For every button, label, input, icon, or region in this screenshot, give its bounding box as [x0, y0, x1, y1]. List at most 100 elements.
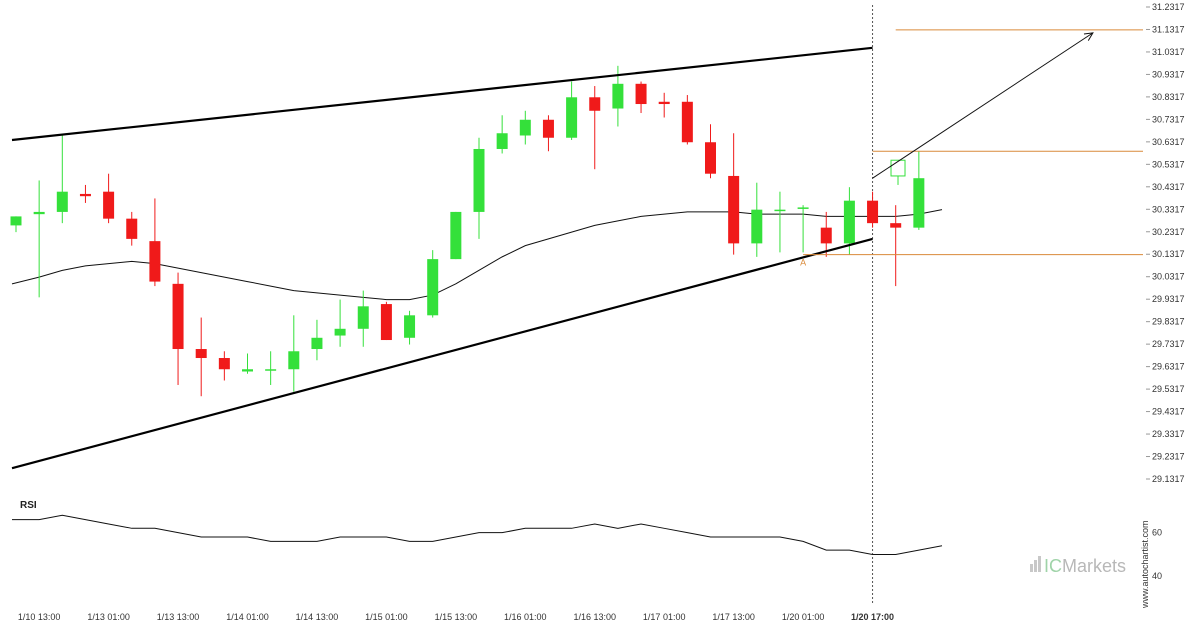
candle: [890, 205, 902, 287]
pattern-point-label: A: [800, 258, 806, 268]
pattern-overlay: A: [11, 29, 1143, 470]
candle-body: [265, 369, 277, 371]
price-tick-label: 31.1317: [1152, 24, 1185, 34]
candle-body: [172, 283, 184, 350]
candle-body: [589, 97, 601, 111]
candle: [149, 198, 161, 287]
candle: [867, 191, 879, 228]
price-tick-label: 30.5317: [1152, 159, 1185, 169]
candle: [797, 205, 809, 253]
price-tick-label: 29.9317: [1152, 294, 1185, 304]
candle: [380, 301, 392, 341]
candle-body: [728, 175, 740, 244]
time-tick-label: 1/17 13:00: [712, 612, 755, 622]
time-axis: 1/10 13:00 1/13 01:00 1/13 13:00 1/14 01:00…: [18, 612, 894, 622]
candle-body: [218, 358, 230, 370]
candle-body: [311, 337, 323, 350]
candle-body: [10, 216, 22, 226]
price-tick-label: 30.6317: [1152, 137, 1185, 147]
candle-body: [843, 200, 855, 244]
time-tick-label: 1/16 01:00: [504, 612, 547, 622]
forecast-arrowhead: [1083, 32, 1094, 41]
candle: [288, 315, 300, 392]
time-tick-label: 1/15 13:00: [435, 612, 478, 622]
candle-body: [797, 207, 809, 209]
candle-body: [820, 227, 832, 244]
resistance-line: [11, 46, 873, 142]
candle: [56, 135, 68, 224]
candle: [913, 151, 925, 230]
support-line: [11, 237, 873, 470]
price-tick-label: 31.2317: [1152, 2, 1185, 12]
brand-name: ICMarkets: [1044, 556, 1126, 576]
candle: [751, 182, 763, 257]
candle-body: [519, 119, 531, 136]
price-tick-label: 30.4317: [1152, 182, 1185, 192]
candle-body: [913, 178, 925, 228]
candle: [195, 317, 207, 397]
price-tick-label: 30.9317: [1152, 69, 1185, 79]
price-tick-label: 30.1317: [1152, 249, 1185, 259]
candle: [427, 250, 439, 318]
candle: [473, 137, 485, 239]
projection-candle: [890, 159, 906, 177]
candle-body: [496, 133, 508, 149]
candle: [774, 191, 786, 253]
candle-body: [542, 119, 554, 138]
price-tick-label: 30.3317: [1152, 204, 1185, 214]
time-tick-label: 1/20 01:00: [782, 612, 825, 622]
price-tick-label: 29.2317: [1152, 452, 1185, 462]
time-tick-label: 1/13 13:00: [157, 612, 200, 622]
candle-body: [890, 223, 902, 228]
candle: [820, 211, 832, 257]
candle: [681, 95, 693, 145]
time-tick-label: 1/13 01:00: [87, 612, 130, 622]
candle-body: [681, 101, 693, 143]
candle-body: [242, 369, 253, 372]
brand-prefix: IC: [1044, 556, 1062, 576]
brand-suffix: Markets: [1062, 556, 1126, 576]
candle: [311, 319, 323, 361]
candle-body: [427, 259, 439, 316]
price-tick-label: 30.0317: [1152, 272, 1185, 282]
forecast-arrow: [872, 32, 1094, 179]
watermark-text: www.autochartist.com: [1140, 520, 1150, 609]
candle: [658, 92, 670, 118]
candle-body: [404, 315, 416, 338]
candle: [542, 115, 554, 152]
candle: [126, 211, 138, 246]
price-tick-label: 29.7317: [1152, 339, 1185, 349]
candle-body: [288, 351, 300, 370]
candles: [10, 65, 925, 397]
candle: [218, 351, 230, 381]
candle-body: [195, 349, 207, 359]
candle: [566, 81, 578, 140]
rsi-line: [12, 514, 943, 555]
candle: [450, 211, 462, 260]
candle-body: [33, 211, 45, 215]
rsi-title: RSI: [20, 500, 37, 511]
time-tick-label: 1/15 01:00: [365, 612, 408, 622]
candle-body: [658, 101, 670, 105]
time-tick-label: 1/10 13:00: [18, 612, 61, 622]
candle: [79, 184, 91, 203]
candle-body: [566, 97, 578, 138]
candle: [589, 86, 601, 170]
candle-body: [774, 209, 786, 212]
price-tick-label: 29.8317: [1152, 317, 1185, 327]
price-tick-label: 29.1317: [1152, 474, 1185, 484]
time-tick-label: 1/17 01:00: [643, 612, 686, 622]
candle: [265, 351, 277, 385]
candle-body: [334, 328, 346, 336]
candle-body: [473, 148, 485, 212]
candle: [404, 310, 416, 345]
time-tick-label: 1/16 13:00: [573, 612, 616, 622]
moving-average-line: [11, 209, 943, 301]
candle: [728, 133, 740, 255]
price-tick-label: 30.2317: [1152, 227, 1185, 237]
moving-average: [11, 209, 943, 301]
candle: [496, 115, 508, 154]
candle-body: [867, 200, 879, 224]
price-tick-label: 29.4317: [1152, 407, 1185, 417]
candle: [705, 124, 716, 179]
